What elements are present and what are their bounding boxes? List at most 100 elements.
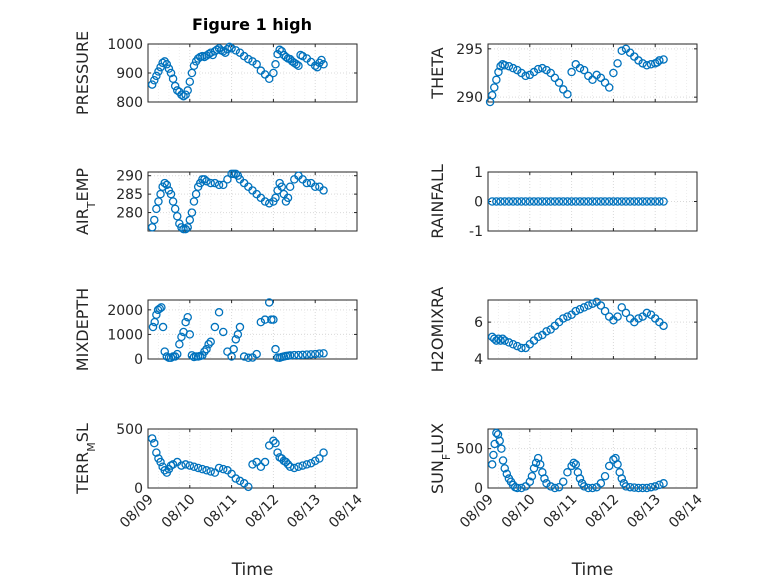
x-axis-label: Time xyxy=(231,560,274,580)
data-point xyxy=(563,90,572,99)
data-point xyxy=(558,314,568,323)
data-point xyxy=(206,337,215,347)
data-point xyxy=(638,197,647,206)
data-point xyxy=(642,61,652,70)
data-point xyxy=(508,63,518,73)
data-point xyxy=(218,47,228,56)
data-point xyxy=(152,448,161,457)
data-point xyxy=(275,45,284,55)
data-point xyxy=(260,457,270,467)
y-axis-label: MIXDEPTH xyxy=(73,288,92,371)
data-point xyxy=(567,197,576,206)
data-point xyxy=(584,197,593,206)
data-point xyxy=(252,349,261,359)
data-point xyxy=(181,224,190,234)
data-point xyxy=(185,77,195,86)
data-point xyxy=(621,482,631,491)
data-point xyxy=(147,434,157,443)
y-axis-label: THETA xyxy=(428,47,447,99)
data-point xyxy=(148,322,158,332)
data-point xyxy=(525,477,535,486)
data-point xyxy=(650,197,660,206)
data-point xyxy=(271,60,280,69)
data-point xyxy=(298,461,307,470)
subplot-theta: 290 295 THETA xyxy=(428,42,698,107)
data-point xyxy=(319,349,328,358)
data-point xyxy=(529,197,539,206)
subplot-air-temp: 280 285 290 AIRTEMP xyxy=(73,168,358,235)
data-point xyxy=(310,349,320,359)
axes-box xyxy=(487,43,698,103)
data-point xyxy=(533,64,543,74)
y-tick-label: 800 xyxy=(116,95,143,111)
data-point xyxy=(206,467,215,476)
data-point xyxy=(264,74,274,84)
data-point xyxy=(646,482,656,492)
data-point xyxy=(200,175,209,184)
data-point xyxy=(621,197,631,206)
data-point xyxy=(617,197,627,206)
data-point xyxy=(204,339,213,349)
data-point xyxy=(156,457,165,467)
x-tick-label: 08/12 xyxy=(582,492,622,532)
data-point xyxy=(271,193,280,203)
data-point xyxy=(604,197,614,206)
data-point xyxy=(659,197,668,206)
data-point xyxy=(285,462,295,472)
data-point xyxy=(306,458,316,468)
data-point xyxy=(554,197,564,206)
data-point xyxy=(290,350,299,360)
data-point xyxy=(542,197,551,206)
data-point xyxy=(285,351,295,360)
data-point xyxy=(218,464,228,474)
data-point xyxy=(269,436,278,446)
data-point xyxy=(500,464,509,473)
data-point xyxy=(554,482,564,492)
data-point xyxy=(294,350,303,360)
data-point xyxy=(218,327,228,337)
data-point xyxy=(569,458,578,468)
data-point xyxy=(189,61,199,71)
data-point xyxy=(513,197,522,206)
data-point xyxy=(600,306,610,316)
data-point xyxy=(181,460,190,469)
data-point xyxy=(306,350,316,359)
y-tick-label: 0 xyxy=(474,481,483,497)
data-point xyxy=(550,73,560,83)
data-point xyxy=(231,335,241,344)
data-point xyxy=(212,45,222,55)
data-point xyxy=(214,308,224,317)
data-point xyxy=(189,462,199,472)
data-point xyxy=(571,197,581,206)
data-point xyxy=(179,91,188,101)
data-point xyxy=(298,51,307,61)
data-point xyxy=(642,197,652,206)
data-point xyxy=(166,189,176,199)
data-point xyxy=(492,75,501,85)
data-point xyxy=(502,469,512,479)
data-point xyxy=(319,448,328,457)
data-point xyxy=(187,351,197,360)
data-point xyxy=(183,223,192,232)
data-point xyxy=(185,330,195,339)
data-point xyxy=(150,76,159,85)
data-point xyxy=(315,349,324,358)
data-point xyxy=(315,454,324,463)
data-point xyxy=(525,197,535,206)
data-point xyxy=(517,483,526,493)
data-point xyxy=(613,460,622,469)
data-point xyxy=(613,312,622,321)
data-point xyxy=(575,197,585,206)
data-point xyxy=(646,197,656,206)
data-point xyxy=(497,444,506,453)
figure-title: Figure 1 high xyxy=(192,15,312,34)
data-point xyxy=(496,197,505,206)
data-point xyxy=(487,197,497,206)
x-tick-label: 08/14 xyxy=(666,491,706,531)
data-point xyxy=(283,193,293,203)
data-point xyxy=(162,180,172,190)
data-point xyxy=(558,197,568,206)
data-point xyxy=(588,299,597,308)
